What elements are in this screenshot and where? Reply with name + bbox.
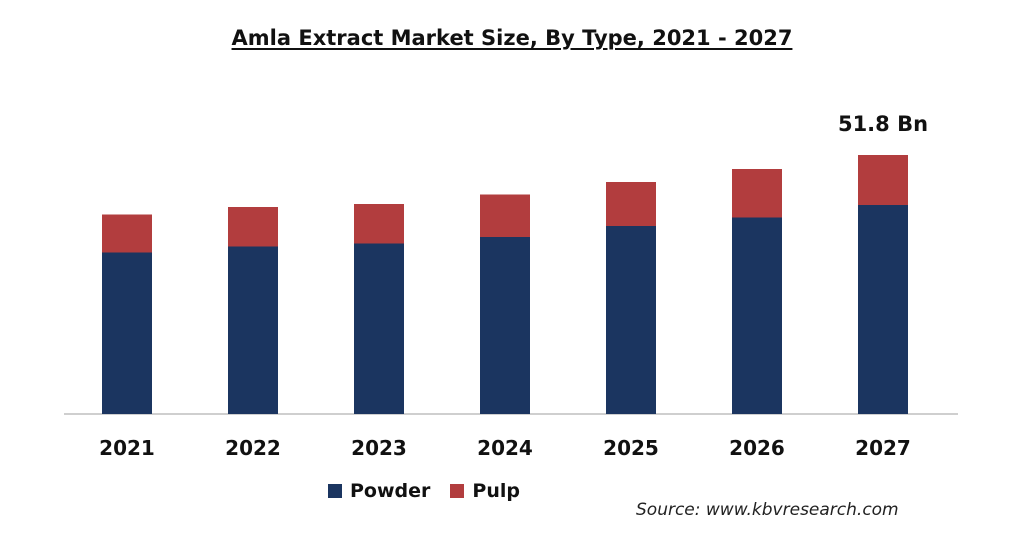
bar-powder-2022 (228, 246, 278, 414)
bar-pulp-2025 (606, 182, 656, 226)
bar-powder-2023 (354, 243, 404, 414)
legend-swatch-pulp (450, 484, 465, 498)
bar-pulp-2024 (480, 194, 530, 237)
bar-pulp-2023 (354, 204, 404, 244)
legend-label-powder: Powder (350, 480, 431, 502)
x-tick-label-2023: 2023 (351, 436, 407, 460)
data-label-2027: 51.8 Bn (838, 112, 928, 136)
bar-powder-2021 (102, 252, 152, 414)
bar-pulp-2027 (858, 155, 908, 205)
bar-pulp-2021 (102, 214, 152, 253)
bar-powder-2027 (858, 205, 908, 414)
bar-powder-2026 (732, 217, 782, 414)
legend-item-powder: Powder (328, 480, 430, 502)
bar-powder-2025 (606, 226, 656, 414)
x-tick-label-2021: 2021 (99, 436, 155, 460)
legend-swatch-powder (328, 484, 342, 498)
source-credit: Source: www.kbvresearch.com (636, 500, 899, 520)
x-tick-label-2025: 2025 (603, 436, 659, 460)
bar-powder-2024 (480, 237, 530, 414)
legend-label-pulp: Pulp (472, 480, 520, 502)
x-tick-label-2022: 2022 (225, 436, 281, 460)
legend-item-pulp: Pulp (450, 480, 520, 502)
chart-legend: Powder Pulp (328, 480, 540, 502)
chart-title-text: Amla Extract Market Size, By Type, 2021 … (231, 26, 793, 50)
bar-pulp-2026 (732, 169, 782, 218)
chart-title: Amla Extract Market Size, By Type, 2021 … (0, 26, 1024, 50)
x-tick-label-2027: 2027 (855, 436, 911, 460)
bar-pulp-2022 (228, 207, 278, 247)
x-tick-label-2026: 2026 (729, 436, 785, 460)
x-tick-label-2024: 2024 (477, 436, 533, 460)
